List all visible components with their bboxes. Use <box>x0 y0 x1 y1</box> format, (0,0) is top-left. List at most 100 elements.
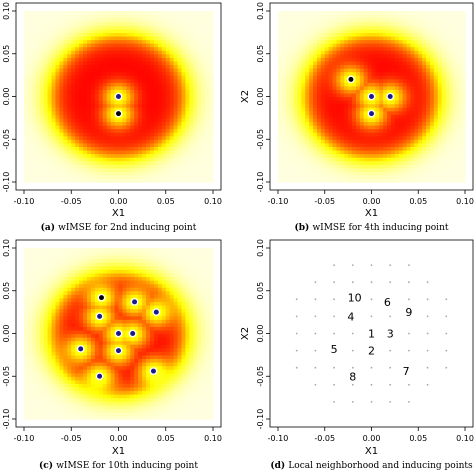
heatmap-cell <box>285 43 291 48</box>
heatmap-cell <box>35 85 41 90</box>
heatmap-cell <box>94 142 100 147</box>
heatmap-cell <box>297 89 302 94</box>
heatmap-cell <box>59 121 64 126</box>
heatmap-cell <box>387 21 392 26</box>
heatmap-cell <box>102 14 108 19</box>
heatmap-cell <box>75 121 80 126</box>
heatmap-cell <box>138 110 143 115</box>
heatmap-cell <box>406 28 412 33</box>
heatmap-cell <box>324 96 330 101</box>
heatmap-cell <box>197 32 202 37</box>
heatmap-cell <box>169 157 175 162</box>
heatmap-cell <box>161 107 167 112</box>
heatmap-cell <box>281 174 287 180</box>
heatmap-cell <box>394 25 400 30</box>
heatmap-cell <box>352 121 357 126</box>
heatmap-cell <box>433 100 439 105</box>
heatmap-cell <box>410 128 415 133</box>
heatmap-cell <box>328 14 334 19</box>
heatmap-cell <box>87 157 92 162</box>
heatmap-cell <box>35 312 41 317</box>
heatmap-cell <box>285 75 291 80</box>
heatmap-cell <box>146 11 151 16</box>
heatmap-cell <box>410 96 415 101</box>
heatmap-cell <box>367 121 373 126</box>
heatmap-cell <box>47 408 53 413</box>
heatmap-cell <box>340 139 345 144</box>
heatmap-cell <box>340 125 345 130</box>
heatmap-cell <box>55 132 61 137</box>
heatmap-cell <box>173 128 179 133</box>
heatmap-cell <box>94 57 100 62</box>
heatmap-cell <box>449 50 454 55</box>
heatmap-cell <box>371 139 376 144</box>
heatmap-cell <box>27 297 33 303</box>
heatmap-cell <box>189 178 194 183</box>
heatmap-cell <box>336 164 341 169</box>
heatmap-cell <box>383 135 388 140</box>
heatmap-cell <box>429 117 435 123</box>
heatmap-cell <box>394 164 400 169</box>
heatmap-cell <box>316 114 322 119</box>
heatmap-cell <box>433 164 439 169</box>
heatmap-cell <box>39 121 45 126</box>
heatmap-cell <box>106 96 112 101</box>
heatmap-cell <box>55 28 61 33</box>
heatmap-cell <box>461 14 466 19</box>
heatmap-cell <box>63 43 68 48</box>
heatmap-cell <box>352 110 357 115</box>
heatmap-cell <box>406 21 412 26</box>
heatmap-cell <box>110 18 116 23</box>
heatmap-cell <box>130 149 135 155</box>
heatmap-cell <box>39 92 45 98</box>
heatmap-cell <box>43 114 49 119</box>
heatmap-cell <box>278 21 283 26</box>
heatmap-cell <box>134 25 139 30</box>
heatmap-cell <box>138 39 143 44</box>
heatmap-cell <box>309 171 314 176</box>
heatmap-cell <box>371 14 376 19</box>
heatmap-cell <box>177 60 183 66</box>
heatmap-cell <box>51 114 57 119</box>
heatmap-cell <box>122 125 127 130</box>
heatmap-cell <box>201 32 206 37</box>
heatmap-cell <box>285 107 291 112</box>
heatmap-cell <box>130 171 135 176</box>
heatmap-cell <box>43 171 49 176</box>
heatmap-cell <box>441 110 447 115</box>
heatmap-cell <box>126 68 131 73</box>
heatmap-cell <box>173 121 179 126</box>
heatmap-cell <box>47 39 53 44</box>
heatmap-cell <box>63 107 68 112</box>
heatmap-cell <box>157 82 163 87</box>
heatmap-cell <box>410 171 415 176</box>
heatmap-cell <box>297 114 302 119</box>
heatmap-cell <box>348 82 353 87</box>
heatmap-cell <box>297 57 302 62</box>
heatmap-cell <box>336 35 341 41</box>
heatmap-cell <box>102 21 108 26</box>
heatmap-cell <box>375 164 380 169</box>
heatmap-cell <box>98 128 104 133</box>
heatmap-cell <box>426 157 431 162</box>
heatmap-cell <box>289 60 295 66</box>
heatmap-cell <box>169 149 175 155</box>
heatmap-cell <box>150 71 155 76</box>
heatmap-cell <box>355 121 361 126</box>
heatmap-cell <box>379 142 384 147</box>
heatmap-cell <box>281 43 287 48</box>
heatmap-cell <box>27 411 33 417</box>
heatmap-cell <box>55 103 61 108</box>
heatmap-cell <box>293 100 299 105</box>
heatmap-cell <box>278 178 283 183</box>
heatmap-cell <box>348 28 353 33</box>
heatmap-cell <box>118 35 124 41</box>
heatmap-cell <box>153 18 159 23</box>
heatmap-cell <box>150 78 155 83</box>
heatmap-cell <box>375 174 380 180</box>
heatmap-cell <box>51 96 57 101</box>
heatmap-cell <box>114 100 120 105</box>
heatmap-cell <box>387 50 392 55</box>
heatmap-cell <box>122 100 127 105</box>
heatmap-cell <box>305 21 310 26</box>
